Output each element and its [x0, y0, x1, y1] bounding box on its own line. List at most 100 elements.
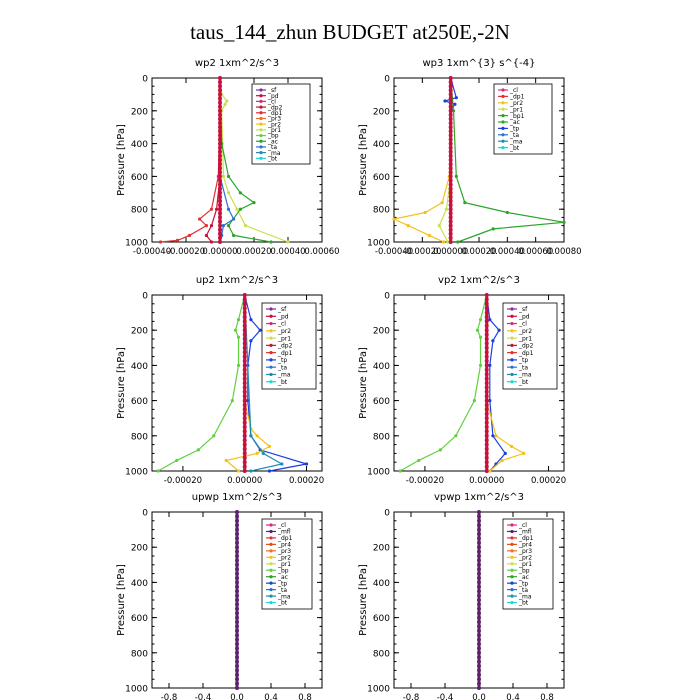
zero-profile-point — [477, 540, 481, 545]
zero-profile-point — [448, 149, 453, 154]
legend-marker — [269, 555, 273, 559]
zero-profile-point — [477, 681, 481, 686]
y-tick-label: 1000 — [367, 468, 390, 478]
zero-profile-point — [477, 686, 481, 690]
zero-profile-point — [477, 571, 481, 576]
zero-profile-point — [218, 215, 222, 220]
y-tick-label: 400 — [131, 362, 148, 372]
zero-profile-point — [218, 76, 222, 80]
y-tick-label: 200 — [373, 544, 390, 554]
zero-profile-point — [235, 668, 239, 673]
y-tick-label: 400 — [373, 140, 390, 150]
data-point — [209, 224, 214, 228]
zero-profile-point — [484, 447, 489, 451]
zero-profile-point — [235, 514, 239, 519]
zero-profile-point — [242, 403, 247, 407]
zero-profile-point — [235, 602, 239, 607]
legend-label: _dp1 — [509, 94, 525, 101]
legend-marker — [510, 581, 514, 585]
zero-profile-point — [235, 589, 239, 594]
legend-label: _cl — [277, 321, 286, 328]
data-point — [198, 217, 202, 221]
legend-marker — [269, 329, 273, 333]
zero-profile-point — [448, 158, 453, 162]
zero-profile-point — [235, 558, 239, 563]
legend-marker — [501, 120, 505, 124]
y-tick-label: 600 — [373, 397, 390, 407]
zero-profile-point — [484, 429, 489, 434]
zero-profile-point — [235, 562, 239, 567]
data-point — [437, 224, 441, 228]
data-point — [249, 318, 253, 322]
data-point — [255, 451, 259, 455]
legend-marker — [510, 575, 514, 579]
legend-marker — [510, 594, 514, 598]
zero-profile-point — [218, 211, 222, 216]
legend-label: _pr1 — [277, 561, 291, 568]
zero-profile-point — [484, 469, 489, 473]
legend-label: _pr2 — [518, 328, 532, 335]
data-point — [286, 240, 290, 244]
legend-marker — [510, 329, 514, 333]
data-point — [223, 102, 227, 106]
zero-profile-point — [235, 633, 239, 638]
zero-profile-point — [484, 394, 489, 399]
zero-profile-point — [484, 455, 489, 460]
zero-profile-point — [484, 332, 489, 337]
x-tick-label: 0.8 — [540, 693, 554, 700]
zero-profile-point — [477, 576, 481, 580]
zero-profile-point — [242, 376, 247, 381]
zero-profile-point — [218, 235, 222, 240]
data-point — [454, 434, 458, 438]
zero-profile-point — [242, 394, 247, 399]
y-tick-label: 800 — [373, 649, 390, 659]
data-point — [488, 318, 492, 322]
zero-profile-point — [218, 182, 222, 187]
chart-title: vp2 1xm^2/s^3 — [438, 275, 520, 286]
zero-profile-point — [477, 628, 481, 633]
data-point — [522, 451, 526, 455]
zero-profile-point — [218, 112, 222, 117]
legend-marker — [269, 529, 273, 534]
y-axis-label: Pressure [hPa] — [358, 347, 369, 419]
zero-profile-point — [484, 442, 489, 447]
x-tick-label: 0.00000 — [227, 476, 262, 486]
zero-profile-point — [218, 80, 222, 85]
zero-profile-point — [242, 447, 247, 451]
y-tick-label: 1000 — [367, 239, 390, 249]
zero-profile-point — [242, 319, 247, 324]
legend-label: _cl — [518, 321, 527, 328]
legend-label: _pr4 — [277, 542, 291, 549]
zero-profile-point — [477, 633, 481, 638]
legend-marker — [269, 380, 273, 384]
zero-profile-point — [235, 606, 239, 611]
series-line-dp1 — [160, 78, 221, 243]
data-point — [236, 469, 241, 473]
zero-profile-point — [218, 141, 222, 146]
legend-label: _ma — [277, 372, 291, 379]
legend-label: _cl — [518, 522, 527, 529]
y-tick-label: 1000 — [125, 685, 148, 695]
legend-label: _bt — [277, 600, 288, 607]
data-point — [488, 469, 492, 473]
y-tick-label: 400 — [373, 579, 390, 589]
x-tick-label: 0.00000 — [469, 476, 504, 486]
zero-profile-point — [218, 88, 222, 93]
zero-profile-point — [448, 240, 453, 244]
legend-label: _dp2 — [267, 104, 283, 111]
data-point — [562, 220, 566, 224]
zero-profile-point — [477, 523, 481, 528]
legend-label: _pd — [518, 313, 530, 320]
data-point — [187, 233, 191, 238]
zero-profile-point — [235, 672, 239, 677]
zero-profile-point — [235, 646, 239, 651]
data-point — [478, 335, 483, 339]
legend-label: _ma — [518, 593, 532, 600]
zero-profile-point — [242, 442, 247, 447]
zero-profile-point — [235, 681, 239, 686]
y-tick-label: 0 — [384, 75, 390, 85]
data-point — [269, 240, 273, 244]
legend-marker — [510, 549, 514, 553]
zero-profile-point — [484, 381, 489, 385]
data-point — [225, 99, 229, 103]
